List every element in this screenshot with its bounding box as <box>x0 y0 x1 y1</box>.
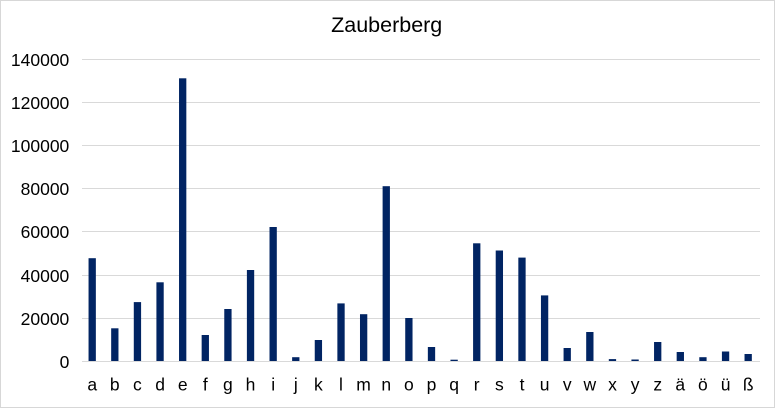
svg-text:s: s <box>495 375 504 395</box>
svg-text:ß: ß <box>743 375 754 395</box>
svg-text:e: e <box>178 375 188 395</box>
svg-text:Zauberberg: Zauberberg <box>331 13 442 37</box>
svg-text:m: m <box>356 375 371 395</box>
svg-text:o: o <box>404 375 414 395</box>
svg-text:100000: 100000 <box>11 136 70 156</box>
svg-text:20000: 20000 <box>21 309 70 329</box>
svg-text:ü: ü <box>721 375 731 395</box>
svg-text:i: i <box>271 375 275 395</box>
svg-text:40000: 40000 <box>21 266 70 286</box>
svg-text:j: j <box>293 375 298 395</box>
svg-text:q: q <box>449 375 459 395</box>
svg-text:l: l <box>339 375 343 395</box>
svg-text:r: r <box>474 375 480 395</box>
svg-text:0: 0 <box>60 352 70 372</box>
svg-text:n: n <box>381 375 391 395</box>
svg-text:f: f <box>203 375 208 395</box>
svg-text:c: c <box>133 375 142 395</box>
svg-text:80000: 80000 <box>21 179 70 199</box>
svg-text:a: a <box>87 375 97 395</box>
svg-text:b: b <box>110 375 120 395</box>
svg-text:h: h <box>246 375 256 395</box>
svg-text:140000: 140000 <box>11 50 70 70</box>
svg-text:k: k <box>314 375 323 395</box>
svg-text:v: v <box>563 375 572 395</box>
svg-text:x: x <box>608 375 617 395</box>
svg-text:u: u <box>540 375 550 395</box>
svg-text:60000: 60000 <box>21 222 70 242</box>
svg-text:w: w <box>582 375 596 395</box>
svg-text:g: g <box>223 375 233 395</box>
svg-text:ö: ö <box>698 375 708 395</box>
svg-text:ä: ä <box>675 375 685 395</box>
svg-text:y: y <box>631 375 640 395</box>
svg-text:d: d <box>155 375 165 395</box>
svg-text:z: z <box>653 375 662 395</box>
svg-text:120000: 120000 <box>11 93 70 113</box>
svg-text:p: p <box>427 375 437 395</box>
svg-text:t: t <box>520 375 525 395</box>
